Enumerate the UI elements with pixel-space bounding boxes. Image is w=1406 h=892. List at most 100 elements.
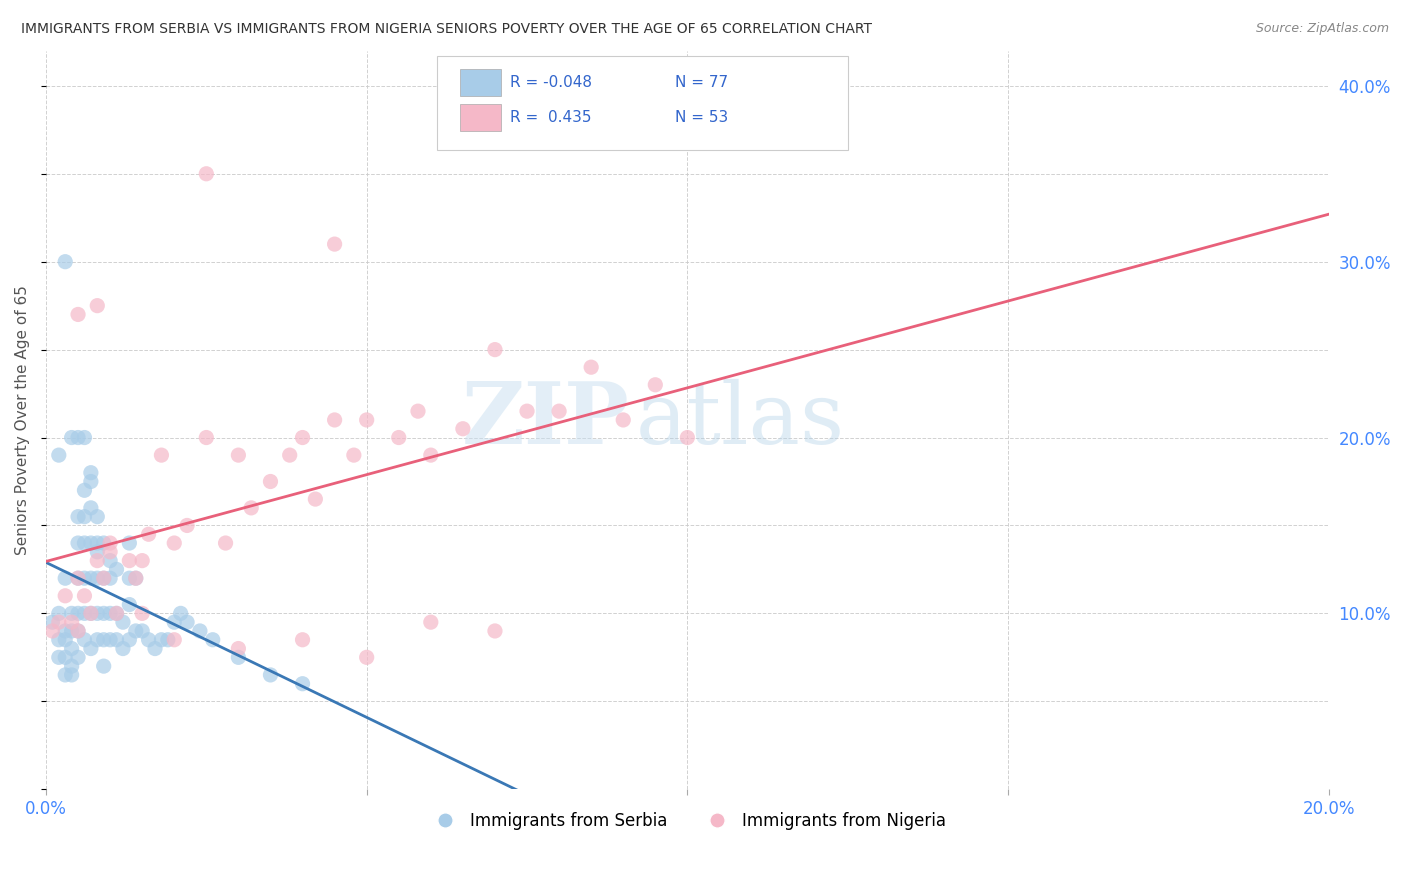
Point [125,571,148,585]
Point [98,571,121,585]
Point [111,641,134,656]
Point [73,483,96,498]
Point [111,615,134,629]
Point [67,536,90,550]
Point [138,632,160,647]
Point [53,668,76,682]
Point [548,404,571,418]
Point [131,554,153,568]
Point [53,624,76,638]
Point [60,659,83,673]
Point [53,650,76,665]
Point [195,167,218,181]
Point [228,641,250,656]
Point [93,659,115,673]
Point [93,571,115,585]
Point [406,404,429,418]
Point [73,589,96,603]
Point [163,632,186,647]
Point [48,615,70,629]
Point [131,607,153,621]
Point [356,650,378,665]
Point [188,624,211,638]
Point [98,536,121,550]
Point [60,668,83,682]
Point [419,615,441,629]
Point [304,492,326,507]
Point [67,624,90,638]
Point [131,624,153,638]
Point [86,554,108,568]
Point [86,299,108,313]
Point [80,571,103,585]
Point [73,509,96,524]
Point [67,509,90,524]
Point [93,607,115,621]
Point [259,668,281,682]
Point [67,431,90,445]
Point [93,536,115,550]
Legend: Immigrants from Serbia, Immigrants from Nigeria: Immigrants from Serbia, Immigrants from … [422,805,953,837]
Point [143,641,166,656]
Point [73,632,96,647]
Point [240,500,263,515]
Text: N = 77: N = 77 [675,75,728,90]
Point [98,632,121,647]
Point [118,536,141,550]
Point [86,607,108,621]
Point [86,545,108,559]
Point [644,377,666,392]
Point [291,676,314,690]
Point [53,254,76,268]
Point [118,554,141,568]
Point [291,632,314,647]
Point [53,632,76,647]
Point [214,536,236,550]
Point [80,607,103,621]
Point [41,624,63,638]
Point [60,615,83,629]
Point [80,466,103,480]
Point [80,607,103,621]
Y-axis label: Seniors Poverty Over the Age of 65: Seniors Poverty Over the Age of 65 [15,285,30,555]
Point [41,615,63,629]
Point [48,607,70,621]
Point [676,431,699,445]
Point [323,413,346,427]
Point [163,536,186,550]
Point [67,571,90,585]
Point [138,527,160,541]
Point [67,624,90,638]
Point [98,607,121,621]
Point [228,650,250,665]
Point [323,237,346,252]
Point [156,632,179,647]
Point [48,632,70,647]
Point [176,518,198,533]
Point [291,431,314,445]
Point [201,632,224,647]
Point [612,413,634,427]
Point [86,536,108,550]
Point [105,632,128,647]
Point [80,475,103,489]
Point [163,615,186,629]
Point [105,607,128,621]
Point [105,607,128,621]
Point [67,308,90,322]
Text: IMMIGRANTS FROM SERBIA VS IMMIGRANTS FROM NIGERIA SENIORS POVERTY OVER THE AGE O: IMMIGRANTS FROM SERBIA VS IMMIGRANTS FRO… [21,22,872,37]
Point [73,431,96,445]
Point [86,571,108,585]
Point [419,448,441,462]
Point [53,589,76,603]
Point [67,571,90,585]
Point [48,448,70,462]
Point [93,632,115,647]
Point [67,650,90,665]
Point [80,500,103,515]
Point [388,431,411,445]
Point [228,448,250,462]
Point [259,475,281,489]
Point [150,448,173,462]
Point [80,641,103,656]
